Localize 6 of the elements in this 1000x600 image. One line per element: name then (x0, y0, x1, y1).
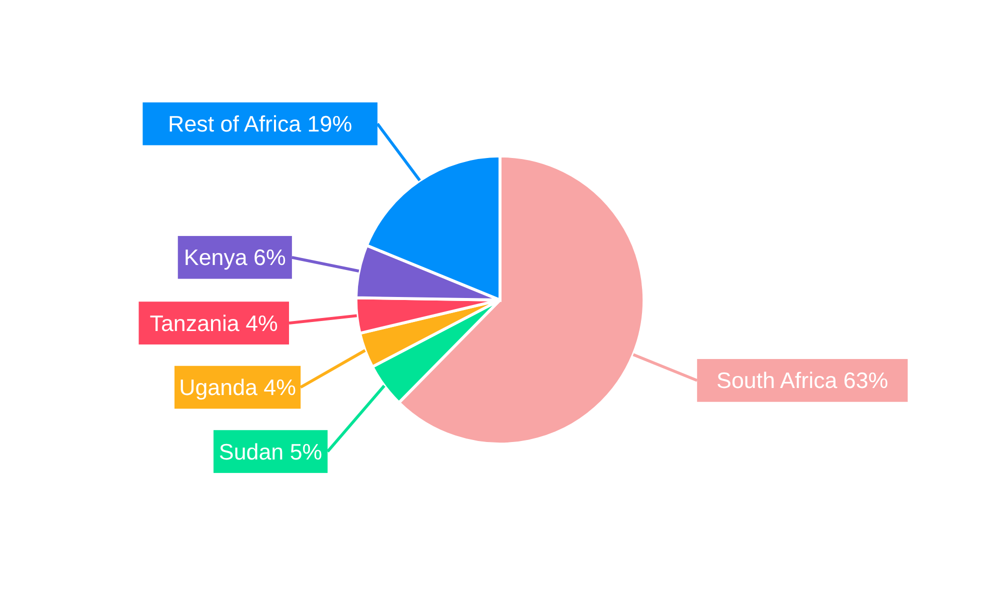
slice-label: Kenya 6% (184, 245, 286, 270)
slice-label: Sudan 5% (218, 439, 322, 464)
slice-label: Uganda 4% (179, 375, 296, 400)
slice-label: Tanzania 4% (150, 310, 278, 336)
slice-label: Rest of Africa 19% (168, 112, 352, 137)
slice-label: South Africa 63% (716, 368, 888, 394)
